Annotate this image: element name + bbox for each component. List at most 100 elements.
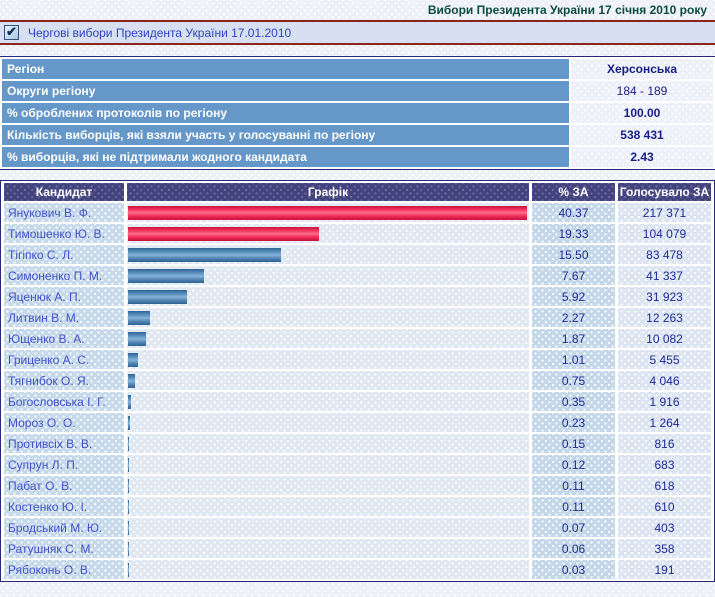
result-bar <box>128 247 281 262</box>
result-bar <box>128 415 130 430</box>
info-value: 100.00 <box>571 103 713 123</box>
candidate-name: Богословська І. Г. <box>4 392 124 411</box>
col-votes: Голосувало ЗА <box>618 184 711 200</box>
result-bar <box>128 226 319 241</box>
percent-value: 0.35 <box>532 392 615 411</box>
election-selector-label: Чергові вибори Президента України 17.01.… <box>28 25 292 40</box>
votes-value: 618 <box>618 476 711 495</box>
result-bar <box>128 310 150 325</box>
region-info-row: Кількість виборців, які взяли участь у г… <box>2 125 713 145</box>
percent-value: 0.06 <box>532 539 615 558</box>
votes-value: 1 916 <box>618 392 711 411</box>
candidate-name: Супрун Л. П. <box>4 455 124 474</box>
region-summary-table: Регіон Херсонська Округи регіону 184 - 189%… <box>0 56 715 170</box>
candidate-row: Тігіпко С. Л. 15.50 83 478 <box>4 245 711 264</box>
bar-cell <box>127 497 529 516</box>
votes-value: 12 263 <box>618 308 711 327</box>
region-info-row: Регіон Херсонська <box>2 59 713 79</box>
result-bar <box>128 520 129 535</box>
candidate-row: Ющенко В. А. 1.87 10 082 <box>4 329 711 348</box>
bar-cell <box>127 434 529 453</box>
result-bar <box>128 394 131 409</box>
percent-value: 0.15 <box>532 434 615 453</box>
percent-value: 19.33 <box>532 224 615 243</box>
percent-value: 5.92 <box>532 287 615 306</box>
info-label: % оброблених протоколів по регіону <box>2 103 569 123</box>
percent-value: 0.23 <box>532 413 615 432</box>
results-table: Кандидат Графік% ЗА Голосувало ЗА Янукович… <box>0 180 715 582</box>
votes-value: 403 <box>618 518 711 537</box>
bar-cell <box>127 455 529 474</box>
candidate-row: Рябоконь О. В. 0.03 191 <box>4 560 711 579</box>
info-value: 2.43 <box>571 147 713 167</box>
bar-cell <box>127 266 529 285</box>
info-value: 184 - 189 <box>571 81 713 101</box>
results-header-row: Кандидат Графік% ЗА Голосувало ЗА <box>4 183 711 201</box>
votes-value: 41 337 <box>618 266 711 285</box>
percent-value: 1.01 <box>532 350 615 369</box>
result-bar <box>128 289 187 304</box>
percent-value: 2.27 <box>532 308 615 327</box>
bar-cell <box>127 287 529 306</box>
col-percent: % ЗА <box>532 183 615 201</box>
candidate-name: Яценюк А. П. <box>4 287 124 306</box>
votes-value: 4 046 <box>618 371 711 390</box>
candidate-row: Ратушняк С. М. 0.06 358 <box>4 539 711 558</box>
bar-cell <box>127 245 529 264</box>
checkbox-checked-icon[interactable]: ✔ <box>4 25 19 40</box>
region-info-row: % оброблених протоколів по регіону 100.00 <box>2 103 713 123</box>
result-bar <box>128 352 138 367</box>
candidate-row: Бродський М. Ю. 0.07 403 <box>4 518 711 537</box>
page-title: Вибори Президента України 17 січня 2010 … <box>427 3 707 17</box>
result-bar <box>128 373 135 388</box>
votes-value: 10 082 <box>618 329 711 348</box>
percent-value: 40.37 <box>532 203 615 222</box>
info-label: Кількість виборців, які взяли участь у г… <box>2 125 569 145</box>
result-bar <box>128 499 129 514</box>
candidate-name: Бродський М. Ю. <box>4 518 124 537</box>
percent-value: 1.87 <box>532 329 615 348</box>
bar-cell <box>127 476 529 495</box>
info-value: 538 431 <box>571 125 713 145</box>
bar-cell <box>127 350 529 369</box>
result-bar <box>128 331 146 346</box>
candidate-name: Тимошенко Ю. В. <box>4 224 124 243</box>
candidate-name: Мороз О. О. <box>4 413 124 432</box>
votes-value: 610 <box>618 497 711 516</box>
candidate-row: Литвин В. М. 2.27 12 263 <box>4 308 711 327</box>
candidate-name: Рябоконь О. В. <box>4 560 124 579</box>
candidate-name: Ратушняк С. М. <box>4 539 124 558</box>
result-bar <box>128 268 204 283</box>
candidate-row: Супрун Л. П. 0.12 683 <box>4 455 711 474</box>
candidate-row: Мороз О. О. 0.23 1 264 <box>4 413 711 432</box>
votes-value: 1 264 <box>618 413 711 432</box>
percent-value: 0.11 <box>532 476 615 495</box>
votes-value: 31 923 <box>618 287 711 306</box>
info-label: Округи регіону <box>2 81 569 101</box>
info-label: Регіон <box>2 59 569 79</box>
candidate-row: Симоненко П. М. 7.67 41 337 <box>4 266 711 285</box>
percent-value: 7.67 <box>532 266 615 285</box>
bar-cell <box>127 224 529 243</box>
result-bar <box>128 457 129 472</box>
page-header: Вибори Президента України 17 січня 2010 … <box>0 0 715 20</box>
result-bar <box>128 541 129 556</box>
votes-value: 191 <box>618 560 711 579</box>
votes-value: 358 <box>618 539 711 558</box>
bar-cell <box>127 371 529 390</box>
bar-cell <box>127 413 529 432</box>
candidate-name: Тігіпко С. Л. <box>4 245 124 264</box>
candidate-row: Тягнибок О. Я. 0.75 4 046 <box>4 371 711 390</box>
bar-cell <box>127 518 529 537</box>
candidate-row: Тимошенко Ю. В. 19.33 104 079 <box>4 224 711 243</box>
result-bar <box>128 205 527 220</box>
percent-value: 0.03 <box>532 560 615 579</box>
result-bar <box>128 436 129 451</box>
bar-cell <box>127 329 529 348</box>
candidate-name: Литвин В. М. <box>4 308 124 327</box>
percent-value: 0.12 <box>532 455 615 474</box>
bar-cell <box>127 308 529 327</box>
candidate-name: Тягнибок О. Я. <box>4 371 124 390</box>
candidate-name: Костенко Ю. І. <box>4 497 124 516</box>
votes-value: 683 <box>618 455 711 474</box>
